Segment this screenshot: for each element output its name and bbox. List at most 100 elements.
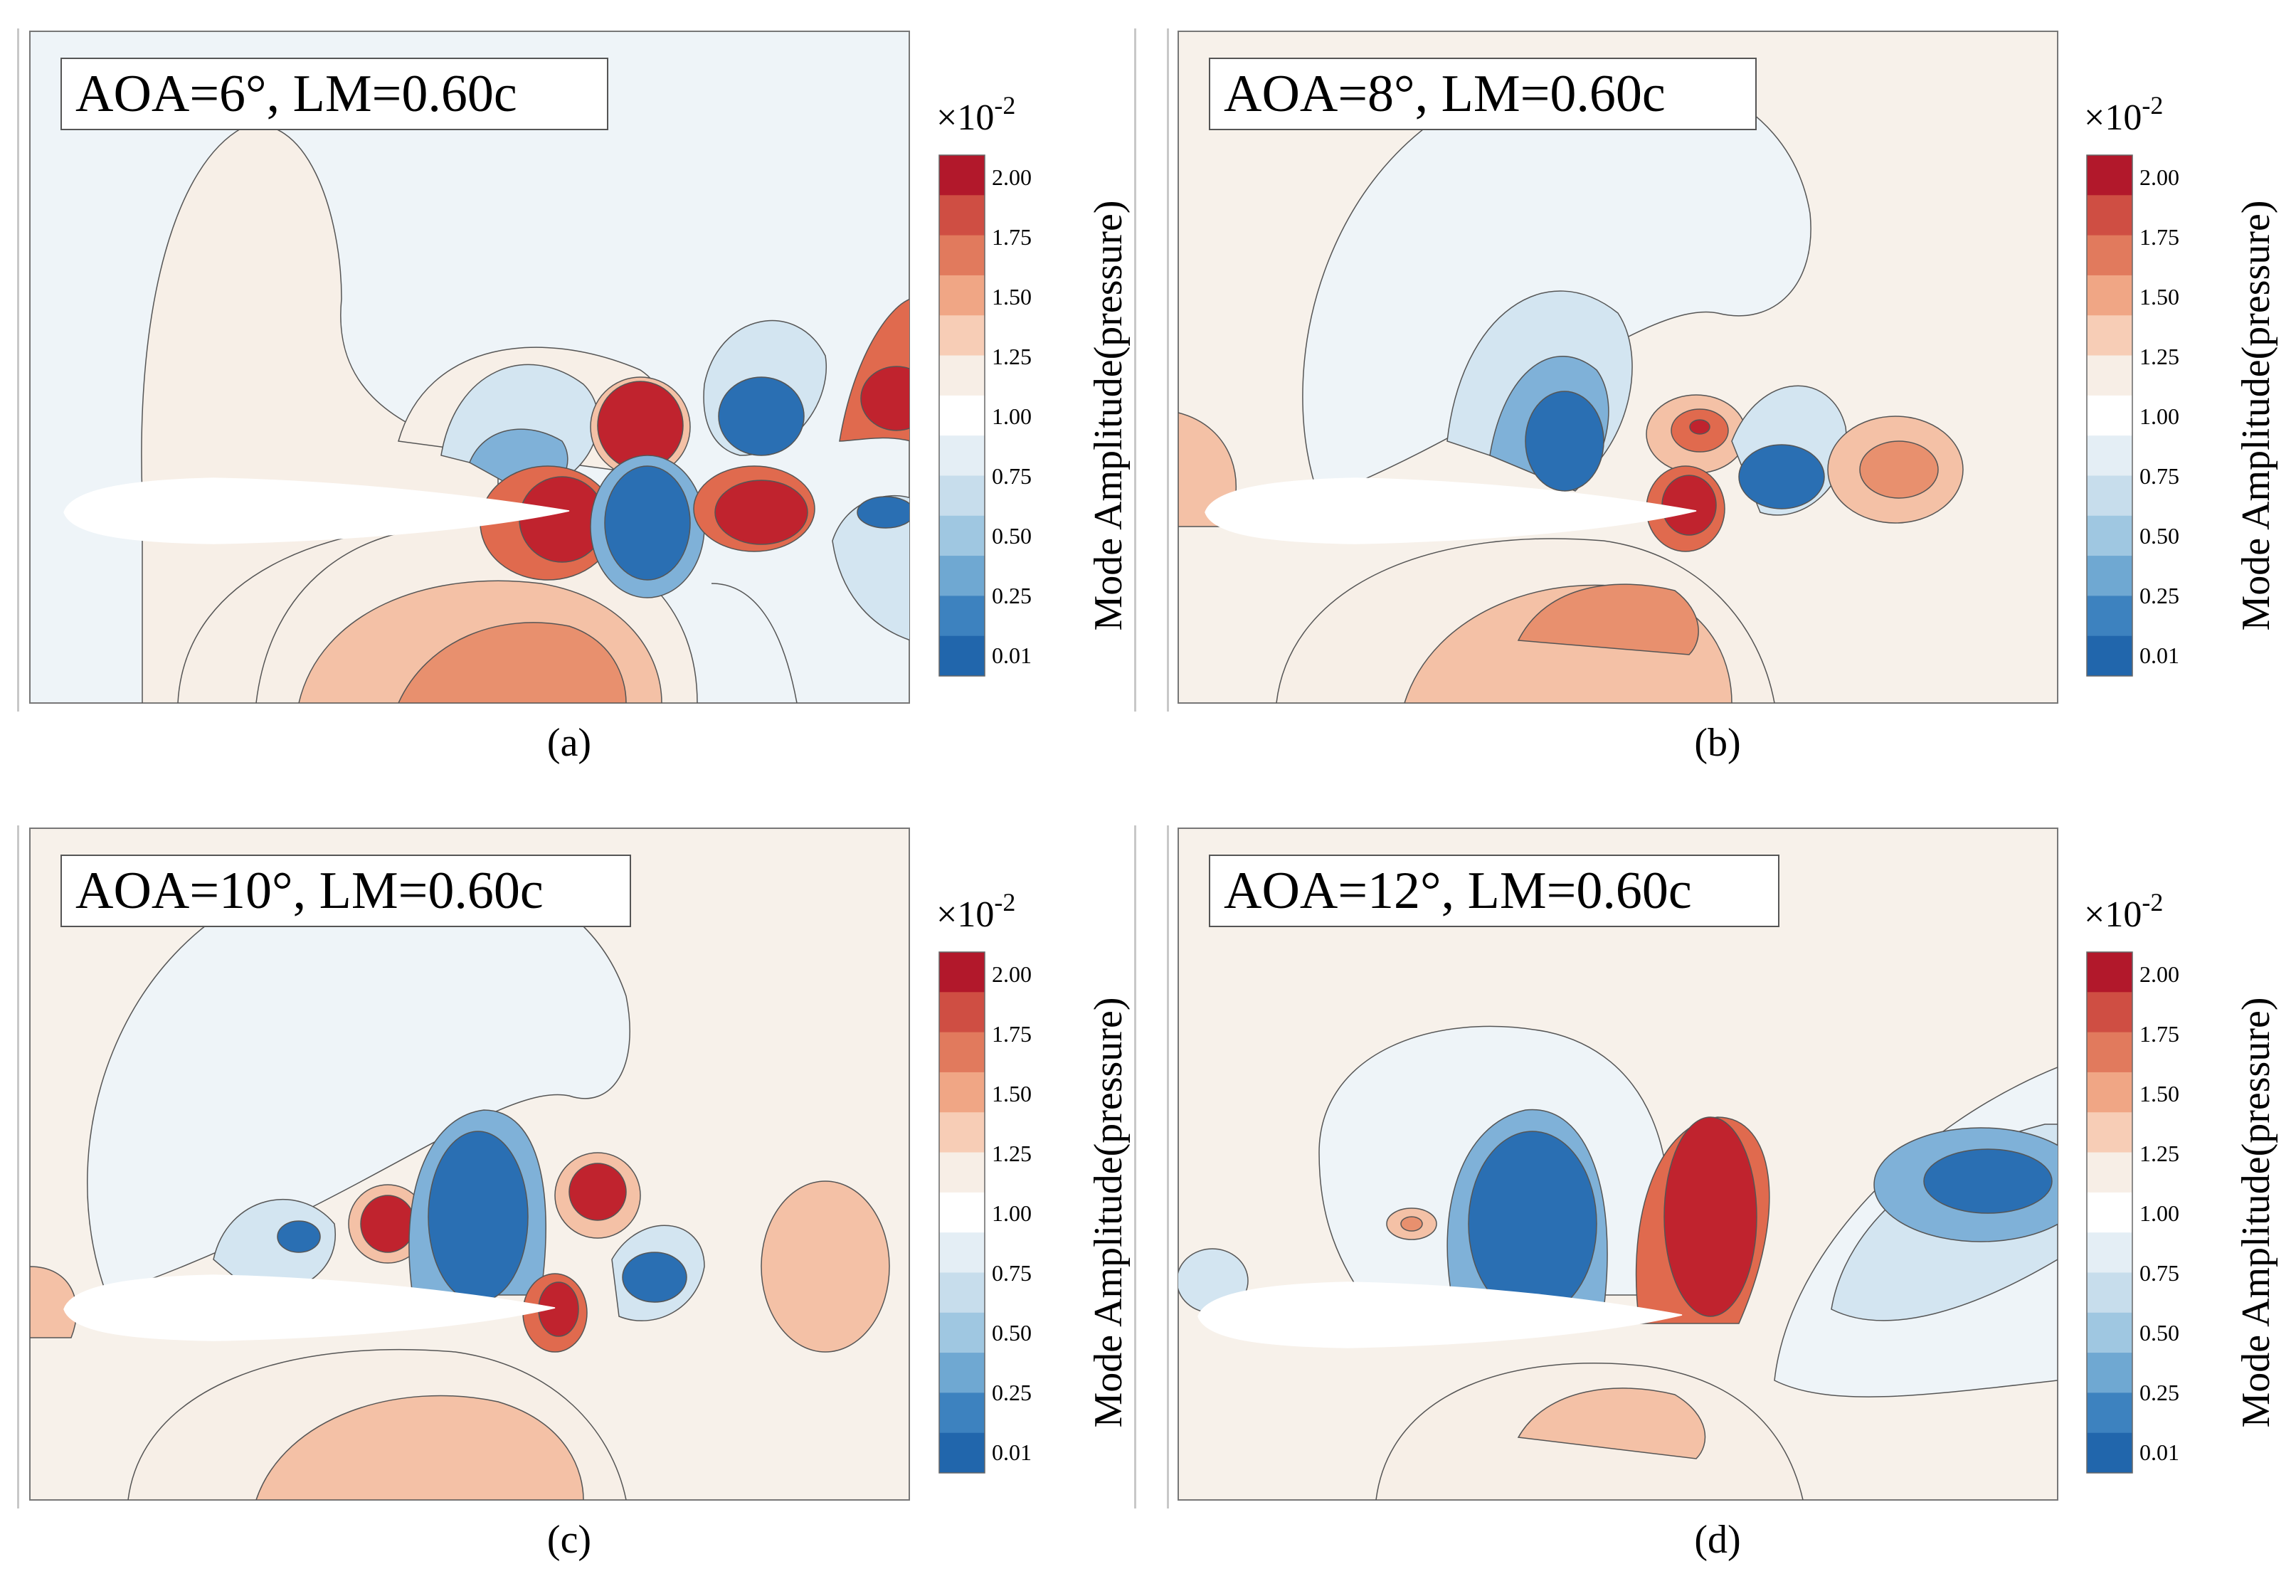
divider xyxy=(1167,825,1169,1508)
colorbar-band xyxy=(939,515,985,556)
colorbar-tick-label: 0.01 xyxy=(2139,643,2179,668)
colorbar-tick-label: 0.75 xyxy=(2139,463,2179,489)
colorbar-exponent: -2 xyxy=(2142,888,2163,916)
colorbar-band xyxy=(2087,1032,2132,1073)
divider xyxy=(1167,28,1169,712)
annotation-text: AOA=12°, LM=0.60c xyxy=(1224,862,1692,920)
colorbar-band xyxy=(2087,155,2132,196)
annotation-box xyxy=(60,58,608,130)
colorbar-band xyxy=(939,556,985,596)
colorbar-label: Mode Amplitude(pressure) xyxy=(2234,998,2278,1428)
colorbar-band xyxy=(2087,1392,2132,1434)
divider xyxy=(17,825,19,1508)
colorbar-tick-label: 1.75 xyxy=(2139,1021,2179,1047)
colorbar-band xyxy=(939,1353,985,1393)
colorbar-band xyxy=(939,195,985,236)
panel-c: AOA=10°, LM=0.60c (c) xyxy=(0,797,1148,1596)
annotation-box xyxy=(1209,855,1779,927)
annotation-text: AOA=8°, LM=0.60c xyxy=(1224,65,1666,123)
colorbar-band xyxy=(2087,556,2132,596)
colorbar-multiplier: ×10-2 xyxy=(2084,91,2163,138)
colorbar-band xyxy=(2087,1072,2132,1113)
colorbar-band xyxy=(2087,596,2132,637)
colorbar-band xyxy=(939,395,985,436)
divider xyxy=(17,28,19,712)
colorbar-band xyxy=(939,992,985,1033)
colorbar-frame xyxy=(938,951,985,1474)
colorbar-multiplier: ×10-2 xyxy=(2084,888,2163,935)
colorbar-multiplier: ×10-2 xyxy=(936,91,1015,138)
colorbar-band xyxy=(939,235,985,276)
colorbar-label: Mode Amplitude(pressure) xyxy=(1086,201,1131,631)
colorbar-band xyxy=(939,952,985,993)
colorbar-band xyxy=(2087,275,2132,316)
colorbar-tick-label: 1.50 xyxy=(992,1081,1032,1106)
colorbar-tick-label: 0.50 xyxy=(2139,1320,2179,1346)
colorbar-band xyxy=(939,1432,985,1474)
colorbar-tick-label: 1.75 xyxy=(2139,224,2179,250)
colorbar-band xyxy=(939,1392,985,1434)
colorbar-tick-label: 1.75 xyxy=(992,1021,1032,1047)
colorbar-band xyxy=(939,635,985,677)
contour-plot-a: AOA=6°, LM=0.60c xyxy=(29,31,910,704)
colorbar-band xyxy=(939,275,985,316)
colorbar-tick-label: 0.50 xyxy=(2139,523,2179,549)
caption: (c) xyxy=(546,1518,592,1562)
colorbar-band xyxy=(939,1312,985,1353)
contour-plot-b: AOA=8°, LM=0.60c xyxy=(1178,31,2058,704)
colorbar-label: Mode Amplitude(pressure) xyxy=(1086,998,1131,1428)
colorbar-band xyxy=(2087,395,2132,436)
colorbar-svg: ×10-2 2.00 1.75 1.50 1.25 1.00 0.75 0.50 0.25 0.0… xyxy=(936,91,1131,677)
colorbar-tick-label: 1.00 xyxy=(2139,1200,2179,1226)
divider xyxy=(1134,825,1136,1508)
colorbar-exponent: -2 xyxy=(2142,91,2163,120)
colorbar-tick-label: 0.25 xyxy=(992,583,1032,608)
colorbar-band xyxy=(939,155,985,196)
colorbar-tick-label: 1.00 xyxy=(992,1200,1032,1226)
colorbar-band xyxy=(939,1032,985,1073)
contour-plot-d: AOA=12°, LM=0.60c xyxy=(1178,828,2058,1501)
colorbar-band xyxy=(2087,435,2132,476)
annotation-text: AOA=6°, LM=0.60c xyxy=(75,65,517,123)
colorbar: ×10-2 2.00 1.75 1.50 1.25 1.00 0.75 0.50 0.25 0.0… xyxy=(936,797,1148,1508)
colorbar-band xyxy=(2087,195,2132,236)
panel-a: AOA=6°, LM=0.60c (a) xyxy=(0,0,1148,797)
colorbar-band xyxy=(939,315,985,356)
colorbar-exponent: -2 xyxy=(994,91,1015,120)
colorbar-band xyxy=(939,1272,985,1314)
colorbar-band xyxy=(2087,355,2132,396)
colorbar-frame xyxy=(2086,154,2133,677)
colorbar-band xyxy=(939,1192,985,1233)
colorbar-band xyxy=(939,355,985,396)
colorbar-band xyxy=(2087,1432,2132,1474)
caption: (a) xyxy=(546,721,592,765)
colorbar-tick-label: 0.25 xyxy=(992,1380,1032,1405)
colorbar-band xyxy=(2087,1232,2132,1273)
panel-d: AOA=12°, LM=0.60c (d) xyxy=(1148,797,2296,1596)
caption: (d) xyxy=(1694,1518,1741,1562)
colorbar-band xyxy=(939,435,985,476)
colorbar-tick-label: 0.75 xyxy=(992,1260,1032,1286)
colorbar-tick-label: 1.25 xyxy=(2139,1141,2179,1166)
colorbar-band xyxy=(2087,515,2132,556)
colorbar-svg: ×10-2 2.00 1.75 1.50 1.25 1.00 0.75 0.50 0.25 0.0… xyxy=(936,888,1131,1474)
colorbar-exponent: -2 xyxy=(994,888,1015,916)
colorbar-band xyxy=(939,475,985,517)
colorbar-band xyxy=(2087,1312,2132,1353)
annotation-text: AOA=10°, LM=0.60c xyxy=(75,862,544,920)
colorbar-tick-label: 2.00 xyxy=(992,961,1032,987)
colorbar-tick-label: 0.01 xyxy=(2139,1439,2179,1465)
colorbar-tick-label: 0.50 xyxy=(992,523,1032,549)
colorbar: ×10-2 2.00 1.75 1.50 1.25 1.00 0.75 0.50 0.25 0.0… xyxy=(2084,0,2296,712)
colorbar-frame xyxy=(2086,951,2133,1474)
colorbar: ×10-2 2.00 1.75 1.50 1.25 1.00 0.75 0.50 0.25 0.0… xyxy=(936,0,1148,712)
colorbar-frame xyxy=(938,154,985,677)
colorbar-band xyxy=(2087,952,2132,993)
colorbar-tick-label: 0.01 xyxy=(992,1439,1032,1465)
colorbar-tick-label: 1.50 xyxy=(2139,284,2179,310)
colorbar-tick-label: 1.00 xyxy=(2139,403,2179,429)
annotation-box xyxy=(60,855,631,927)
colorbar-tick-label: 1.25 xyxy=(2139,344,2179,369)
colorbar-label: Mode Amplitude(pressure) xyxy=(2234,201,2278,631)
colorbar-band xyxy=(2087,1353,2132,1393)
